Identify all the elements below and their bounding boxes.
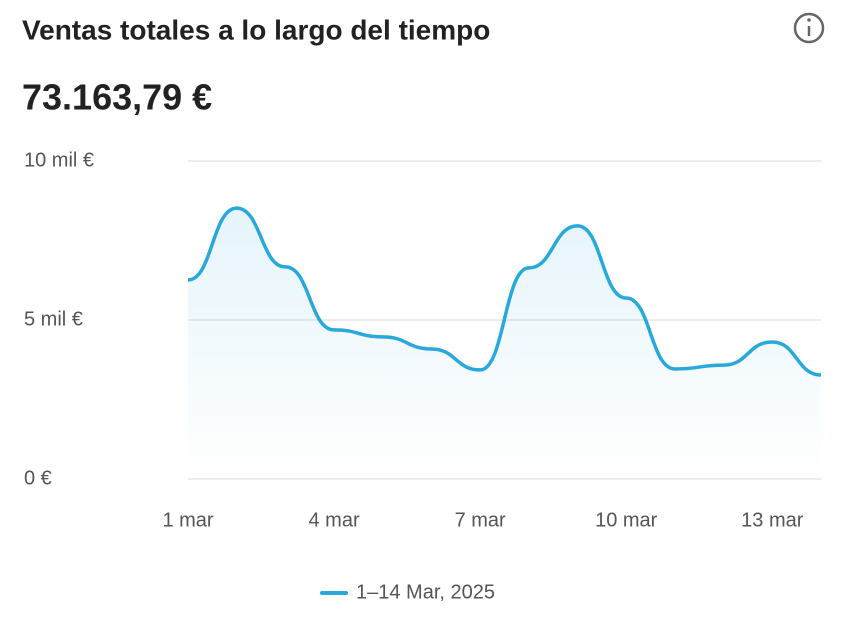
x-tick-label: 1 mar — [162, 509, 213, 531]
legend-label: 1–14 Mar, 2025 — [356, 581, 495, 603]
chart-title: Ventas totales a lo largo del tiempo — [22, 14, 490, 45]
x-tick-label: 10 mar — [595, 509, 658, 531]
area — [188, 208, 821, 479]
x-tick-label: 4 mar — [309, 509, 360, 531]
line — [187, 206, 822, 377]
y-tick-label: 0 € — [24, 467, 52, 489]
x-tick-label: 13 mar — [741, 509, 804, 531]
y-tick-label: 10 mil € — [24, 149, 94, 171]
info-icon[interactable] — [793, 12, 825, 44]
total: 73.163,79 € — [22, 77, 212, 118]
x-tick-label: 7 mar — [455, 509, 506, 531]
y-tick-label: 5 mil € — [24, 308, 83, 330]
